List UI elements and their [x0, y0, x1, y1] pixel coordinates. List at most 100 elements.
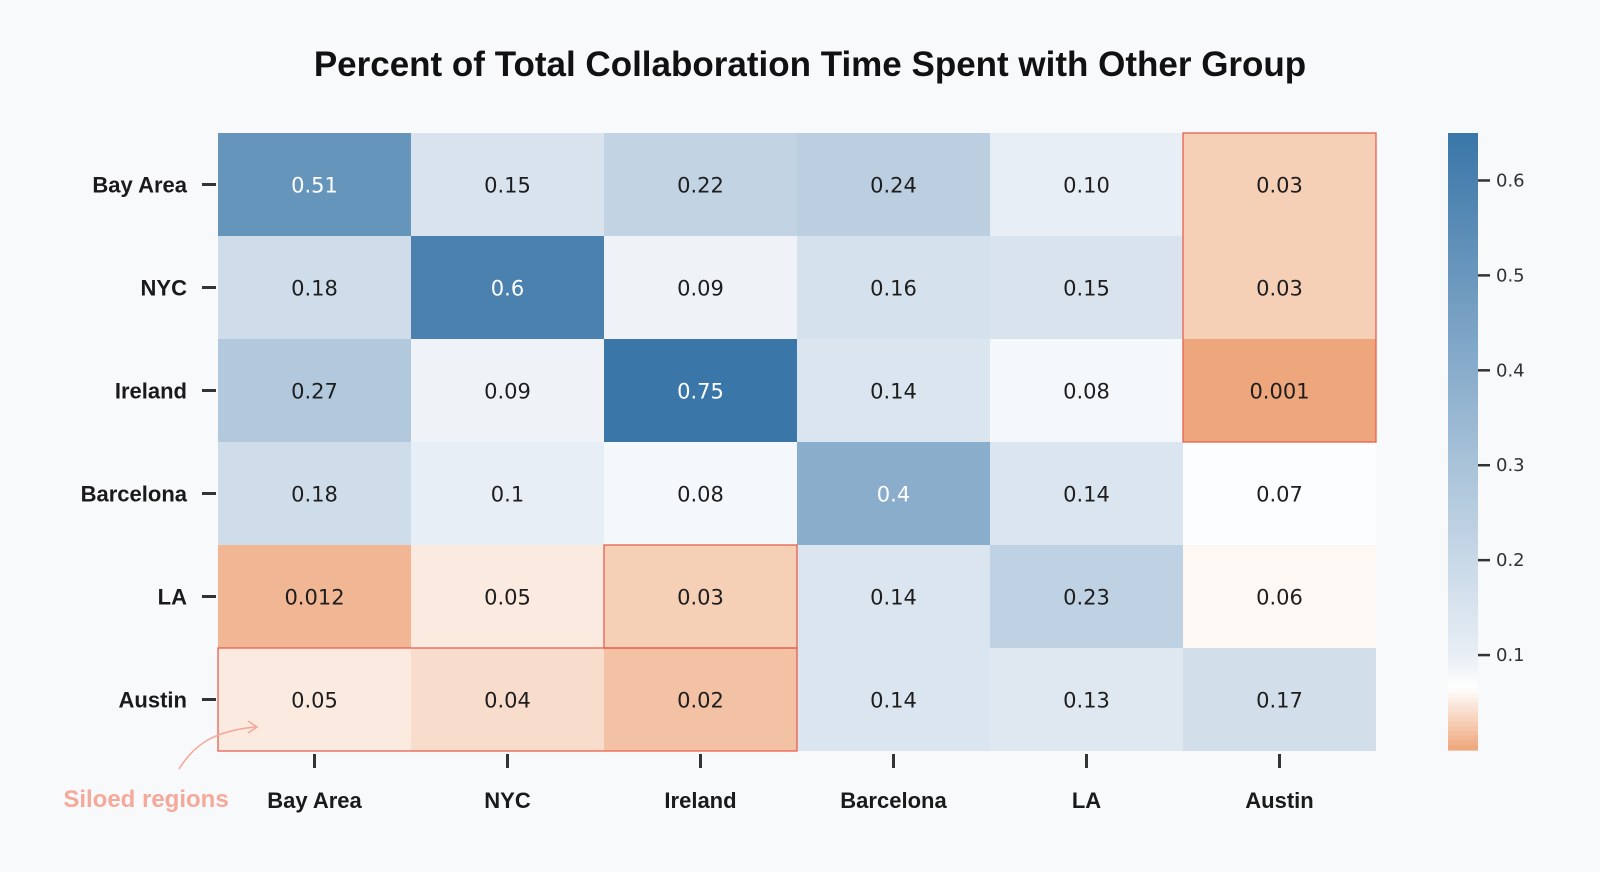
heatmap-cell — [604, 545, 797, 648]
colorbar-segment — [1448, 242, 1478, 248]
annotation-arrow — [178, 726, 257, 770]
colorbar-segment — [1448, 555, 1478, 561]
colorbar-segment — [1448, 697, 1478, 704]
cell-value-label: 0.14 — [870, 586, 917, 610]
colorbar-segment — [1448, 598, 1478, 604]
colorbar-segment — [1448, 432, 1478, 438]
colorbar-segment — [1448, 479, 1478, 485]
colorbar-segment — [1448, 170, 1478, 177]
colorbar-segment — [1448, 142, 1478, 148]
colorbar-segment — [1448, 640, 1478, 647]
colorbar-segment — [1448, 427, 1478, 433]
colorbar-segment — [1448, 208, 1478, 215]
heatmap-cell — [990, 442, 1183, 545]
cell-value-label: 0.09 — [677, 277, 724, 301]
heatmap-cell — [1183, 133, 1376, 236]
heatmap-cell — [797, 236, 990, 339]
column-label: Austin — [1245, 788, 1313, 813]
heatmap-cell — [411, 648, 604, 751]
heatmap-cell — [218, 339, 411, 442]
colorbar-segment — [1448, 455, 1478, 462]
colorbar-segment — [1448, 280, 1478, 286]
colorbar-segment — [1448, 375, 1478, 381]
chart-title: Percent of Total Collaboration Time Spen… — [314, 45, 1306, 84]
colorbar-segment — [1448, 265, 1478, 272]
siloed-regions-annotation: Siloed regions — [63, 786, 228, 813]
colorbar-segment — [1448, 394, 1478, 400]
cell-value-label: 0.04 — [484, 689, 531, 713]
colorbar-segment — [1448, 308, 1478, 314]
cell-value-label: 0.14 — [1063, 483, 1110, 507]
colorbar-segment — [1448, 465, 1478, 471]
cell-value-label: 0.03 — [1256, 277, 1303, 301]
colorbar-segment — [1448, 341, 1478, 348]
colorbar-tick-label: 0.4 — [1496, 360, 1525, 381]
colorbar-segment — [1448, 332, 1478, 338]
colorbar-segment — [1448, 541, 1478, 547]
siloed-region-outline — [1182, 132, 1377, 443]
colorbar-segment — [1448, 574, 1478, 580]
colorbar-segment — [1448, 218, 1478, 224]
colorbar-segment — [1448, 460, 1478, 466]
column-label: Bay Area — [267, 788, 362, 813]
colorbar-segment — [1448, 246, 1478, 253]
colorbar-segment — [1448, 498, 1478, 504]
heatmap-cells: 0.51 0.15 0.22 0.24 0.10 0.03 0.18 0.6 0.09 0.16 0… — [218, 133, 1376, 751]
colorbar-segment — [1448, 413, 1478, 419]
heatmap-cell — [411, 236, 604, 339]
heatmap-cell — [218, 648, 411, 751]
colorbar-segment — [1448, 417, 1478, 424]
colorbar-segment — [1448, 166, 1478, 172]
heatmap-cell — [411, 133, 604, 236]
row-label: Bay Area — [92, 173, 187, 198]
colorbar-segment — [1448, 370, 1478, 376]
cell-value-label: 0.75 — [677, 380, 724, 404]
heatmap-cell — [797, 442, 990, 545]
heatmap-cell — [1183, 545, 1376, 648]
colorbar-segment — [1448, 403, 1478, 409]
heatmap-cell — [604, 236, 797, 339]
colorbar-segment — [1448, 133, 1478, 139]
colorbar-segment — [1448, 664, 1478, 670]
heatmap-cell — [990, 236, 1183, 339]
colorbar-segment — [1448, 678, 1478, 685]
colorbar-segment — [1448, 189, 1478, 196]
colorbar-segment — [1448, 593, 1478, 599]
colorbar-segment — [1448, 484, 1478, 490]
colorbar-segment — [1448, 351, 1478, 357]
colorbar-segment — [1448, 507, 1478, 514]
colorbar-segment — [1448, 137, 1478, 144]
row-axis: Bay Area NYC Ireland Barcelona LA Austin — [81, 173, 216, 713]
colorbar-segment — [1448, 156, 1478, 163]
cell-value-label: 0.22 — [677, 174, 724, 198]
colorbar-segment — [1448, 674, 1478, 680]
heatmap-cell — [218, 133, 411, 236]
colorbar-segment — [1448, 745, 1478, 751]
colorbar-segment — [1448, 327, 1478, 333]
cell-value-label: 0.05 — [484, 586, 531, 610]
row-label: Barcelona — [81, 482, 188, 507]
heatmap-cell — [604, 648, 797, 751]
colorbar-segment — [1448, 545, 1478, 552]
colorbar-segment — [1448, 588, 1478, 594]
cell-value-label: 0.012 — [284, 586, 344, 610]
cell-value-label: 0.15 — [484, 174, 531, 198]
colorbar-segment — [1448, 579, 1478, 585]
colorbar-segment — [1448, 712, 1478, 718]
cell-value-label: 0.09 — [484, 380, 531, 404]
heatmap-cell — [1183, 236, 1376, 339]
colorbar-segment — [1448, 602, 1478, 609]
colorbar-segment — [1448, 337, 1478, 343]
colorbar-tick-label: 0.2 — [1496, 550, 1525, 571]
colorbar-segment — [1448, 631, 1478, 637]
colorbar-segment — [1448, 147, 1478, 153]
colorbar-segment — [1448, 289, 1478, 295]
colorbar-segment — [1448, 726, 1478, 732]
heatmap-cell — [411, 339, 604, 442]
heatmap-cell — [218, 236, 411, 339]
colorbar-segment — [1448, 659, 1478, 666]
siloed-region-outlines — [217, 132, 1377, 752]
colorbar-tick-label: 0.3 — [1496, 455, 1525, 476]
colorbar-segment — [1448, 621, 1478, 628]
